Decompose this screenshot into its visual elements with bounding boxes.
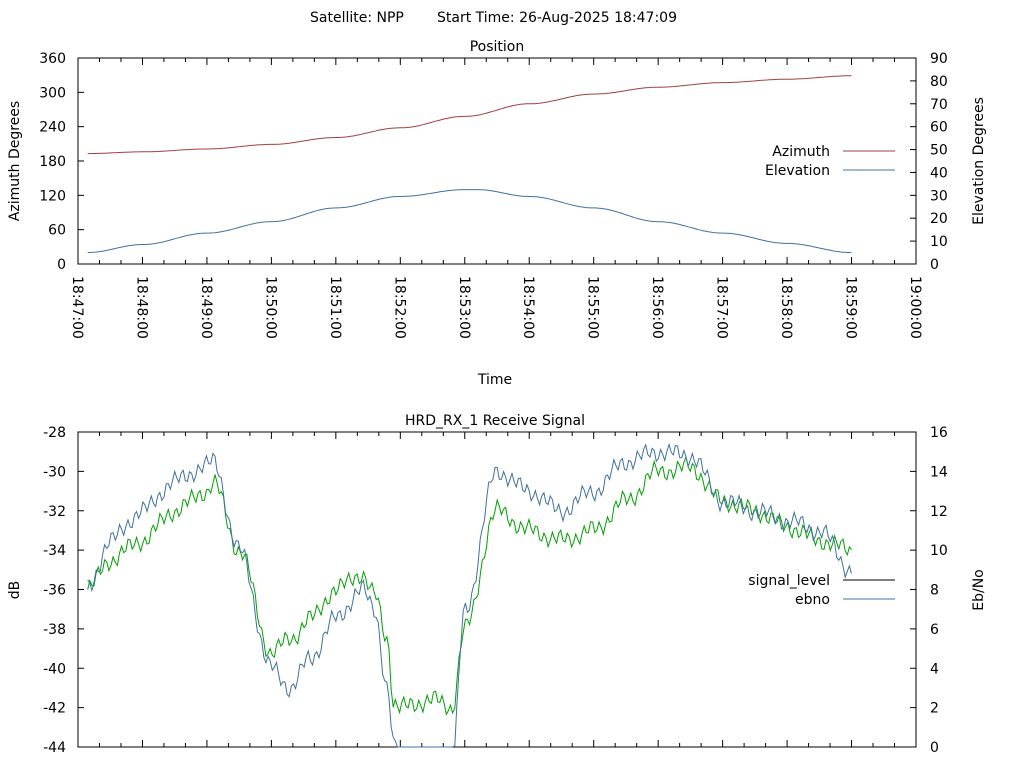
position-y2-tick-label: 50 (930, 143, 948, 159)
signal-y-tick-label: -28 (43, 425, 66, 441)
position-x-tick-label: 18:51:00 (327, 276, 343, 339)
signal-y2-tick-label: 2 (930, 701, 939, 717)
signal-y2-tick-label: 12 (930, 504, 948, 520)
signal-y2-tick-label: 8 (930, 583, 939, 599)
signal-y2-tick-label: 10 (930, 543, 948, 559)
receive-signal-ticks: -44 -42 -40 -38 -36 -34 -32 -30 -28 0 2 4 6 8 10 12 14 16 (43, 425, 948, 756)
position-y2-tick-label: 10 (930, 234, 948, 250)
receive-signal-title: HRD_RX_1 Receive Signal (405, 413, 585, 429)
position-ticks: 0 60 120 180 240 300 360 0 10 20 30 40 50 60 70 80 90 18:… (39, 51, 948, 339)
position-x-tick-label: 18:54:00 (520, 276, 536, 339)
position-y2-tick-label: 30 (930, 188, 948, 204)
receive-signal-series (87, 442, 852, 748)
legend-azimuth-label: Azimuth (772, 144, 830, 160)
position-y2-tick-label: 80 (930, 74, 948, 90)
start-time-label: Start Time: 26-Aug-2025 18:47:09 (437, 10, 677, 26)
position-y-tick-label: 300 (39, 85, 66, 101)
legend-elevation-label: Elevation (765, 163, 830, 179)
signal-y-tick-label: -42 (43, 701, 66, 717)
position-y-tick-label: 240 (39, 120, 66, 136)
signal-y2-tick-label: 16 (930, 425, 948, 441)
legend-ebno-label: ebno (795, 592, 830, 608)
signal-y2-tick-label: 6 (930, 622, 939, 638)
signal-y-tick-label: -40 (43, 661, 66, 677)
signal-series-signal-level-line (87, 455, 852, 716)
position-legend: Azimuth Elevation (765, 144, 895, 179)
position-x-tick-label: 18:47:00 (69, 276, 85, 339)
signal-y-tick-label: -32 (43, 504, 66, 520)
signal-y-tick-label: -44 (43, 740, 66, 756)
position-x-tick-label: 18:50:00 (262, 276, 278, 339)
position-title: Position (470, 39, 525, 55)
receive-signal-chart: HRD_RX_1 Receive Signal -44-42-40-38-36-… (7, 413, 987, 756)
position-y-tick-label: 0 (57, 257, 66, 273)
receive-signal-y2-axis-label: Eb/No (971, 569, 987, 611)
signal-y-tick-label: -38 (43, 622, 66, 638)
position-x-tick-label: 19:00:00 (907, 276, 923, 339)
signal-y2-tick-label: 0 (930, 740, 939, 756)
position-y-tick-label: 60 (48, 223, 66, 239)
position-y-axis-label: Azimuth Degrees (7, 101, 23, 221)
position-y2-tick-label: 90 (930, 51, 948, 67)
position-y2-axis-label: Elevation Degrees (971, 97, 987, 225)
position-x-tick-label: 18:49:00 (198, 276, 214, 339)
position-series-Elevation-line (87, 189, 852, 254)
satellite-label: Satellite: NPP (310, 10, 404, 26)
position-x-tick-label: 18:56:00 (649, 276, 665, 339)
position-y-tick-label: 180 (39, 154, 66, 170)
position-x-tick-label: 18:48:00 (133, 276, 149, 339)
position-series-Azimuth-line (87, 75, 852, 155)
position-x-tick-label: 18:53:00 (456, 276, 472, 339)
signal-series-ebno-line (87, 442, 852, 748)
position-x-axis-label: Time (477, 372, 512, 388)
signal-y-tick-label: -34 (43, 543, 66, 559)
receive-signal-y-axis-label: dB (7, 581, 23, 600)
position-y2-tick-label: 40 (930, 165, 948, 181)
position-y2-tick-label: 0 (930, 257, 939, 273)
legend-signal-level-label: signal_level (748, 573, 830, 589)
position-x-tick-label: 18:58:00 (778, 276, 794, 339)
position-x-tick-label: 18:57:00 (714, 276, 730, 339)
signal-y2-tick-label: 14 (930, 464, 948, 480)
position-y2-tick-label: 20 (930, 211, 948, 227)
position-y-tick-label: 360 (39, 51, 66, 67)
position-x-tick-label: 18:55:00 (585, 276, 601, 339)
receive-signal-legend: signal_level ebno (748, 573, 895, 608)
position-series (87, 75, 852, 254)
position-y2-tick-label: 60 (930, 120, 948, 136)
position-x-tick-label: 18:52:00 (391, 276, 407, 339)
position-y2-tick-label: 70 (930, 97, 948, 113)
signal-y-tick-label: -30 (43, 464, 66, 480)
position-x-tick-label: 18:59:00 (843, 276, 859, 339)
receive-signal-plot-frame (77, 431, 917, 748)
position-y-tick-label: 120 (39, 188, 66, 204)
signal-y-tick-label: -36 (43, 583, 66, 599)
signal-y2-tick-label: 4 (930, 661, 939, 677)
position-chart: Position 0 60 120 180 240 300 360 0 10 20 30 40 50 60… (7, 39, 987, 388)
